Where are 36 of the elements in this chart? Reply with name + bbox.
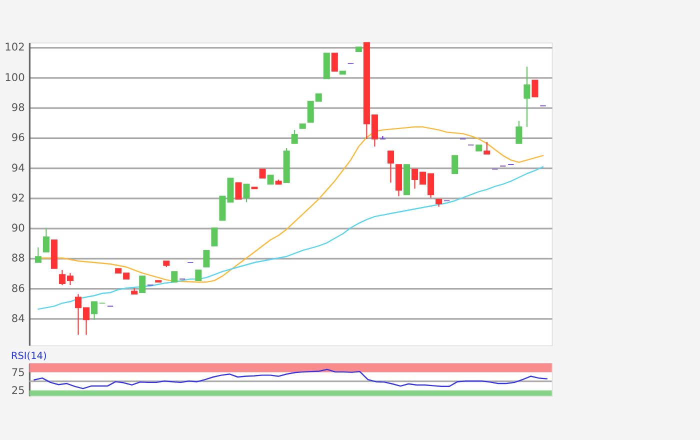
candlestick [484,141,490,155]
candlestick [195,270,202,281]
candlestick [452,155,458,174]
candlestick [379,135,386,140]
candlestick [211,227,218,246]
candlestick [243,184,250,203]
candlestick [235,182,242,200]
line-series [34,368,548,390]
y-tick-label: 86 [11,282,26,295]
y-tick-label: 25 [11,385,25,398]
line-series [38,166,544,310]
candlestick [171,271,178,282]
y-tick-label: 96 [11,132,26,144]
candlestick [524,66,530,128]
candlestick [532,80,538,98]
y-tick-label: 84 [11,312,26,325]
y-tick-label: 102 [4,42,25,54]
candlestick [139,276,146,294]
chart-title: RSI(14) [10,351,47,362]
y-tick-label: 92 [11,192,25,204]
candlestick [331,52,338,72]
candlestick [91,301,98,320]
y-tick-label: 75 [11,366,25,379]
candlestick [34,246,42,264]
y-tick-label: 100 [4,72,26,84]
candlestick [387,150,394,184]
candlestick [259,168,266,179]
candlestick [203,250,210,268]
y-tick-label: 90 [11,222,26,235]
candlestick [516,120,522,144]
candlestick [291,129,298,144]
y-tick-label: 94 [11,162,26,174]
y-tick-label: 98 [11,102,25,114]
candlestick [42,227,50,252]
candlestick [267,174,274,185]
y-tick-label: 88 [11,252,25,265]
